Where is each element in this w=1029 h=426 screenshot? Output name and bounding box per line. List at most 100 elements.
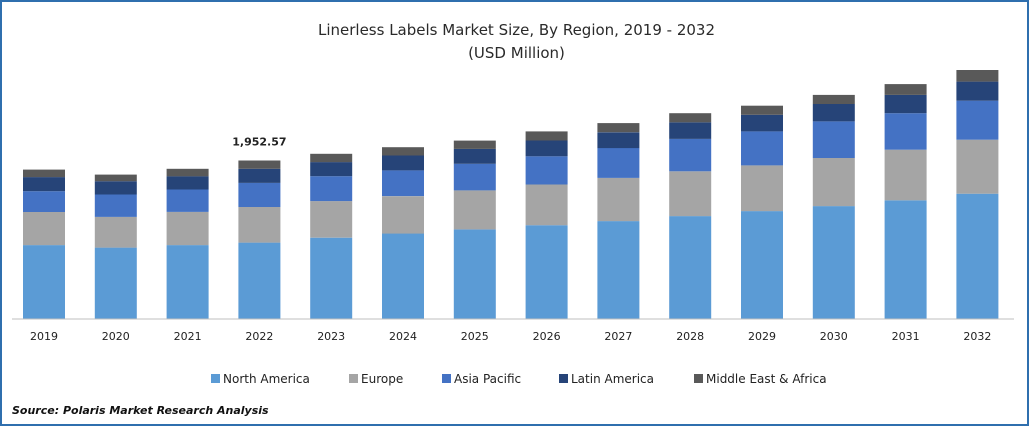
x-tick-label: 2032 [963,330,991,343]
bar-latin-america-2030 [812,104,855,122]
bar-latin-america-2028 [669,122,712,139]
bar-asia-pacific-2023 [310,176,353,202]
bar-north-america-2029 [741,211,783,319]
bar-europe-2020 [94,216,137,248]
bar-middle-east-and-africa-2030 [812,94,855,104]
x-tick-label: 2019 [30,330,58,343]
bar-latin-america-2022 [238,168,281,183]
x-tick-label: 2026 [533,330,561,343]
bars-group [23,70,999,319]
legend-label: Latin America [571,372,654,386]
x-tick-labels: 2019 2020 2021 2022 2023 2024 2025 2026 2027 2028… [30,330,991,343]
bar-middle-east-and-africa-2028 [669,113,712,123]
bar-north-america-2028 [669,216,712,319]
bar-asia-pacific-2019 [23,191,65,212]
legend-item-europe: Europe [349,372,403,386]
bar-europe-2032 [956,139,999,194]
x-tick-label: 2022 [245,330,273,343]
bar-europe-2030 [812,158,855,207]
bar-middle-east-and-africa-2025 [453,140,496,149]
bar-middle-east-and-africa-2032 [956,70,999,82]
bar-north-america-2023 [310,237,353,319]
bar-asia-pacific-2024 [382,170,424,197]
bar-asia-pacific-2031 [884,113,927,150]
bar-latin-america-2021 [166,176,209,190]
chart-subtitle: (USD Million) [468,44,565,62]
bar-europe-2022 [238,206,281,243]
bar-asia-pacific-2026 [525,156,568,185]
legend-label: Asia Pacific [454,372,521,386]
bar-middle-east-and-africa-2024 [382,147,424,156]
bar-asia-pacific-2021 [166,189,209,212]
bar-europe-2029 [741,165,783,212]
bar-asia-pacific-2020 [94,194,137,217]
x-tick-label: 2021 [174,330,202,343]
bar-europe-2031 [884,149,927,201]
bar-middle-east-and-africa-2029 [741,105,783,115]
bar-europe-2026 [525,184,568,226]
bar-middle-east-and-africa-2027 [597,123,640,133]
bar-latin-america-2020 [94,181,137,195]
bar-europe-2024 [382,196,424,234]
bar-europe-2025 [453,190,496,230]
bar-latin-america-2026 [525,140,568,157]
bar-north-america-2025 [453,229,496,319]
legend-swatch [694,374,703,383]
bar-europe-2019 [23,211,65,246]
legend-label: Europe [361,372,403,386]
bar-asia-pacific-2030 [812,121,855,158]
bar-north-america-2019 [23,245,65,319]
bar-north-america-2022 [238,242,281,319]
bar-asia-pacific-2027 [597,148,640,178]
bar-north-america-2021 [166,245,209,319]
x-tick-label: 2027 [604,330,632,343]
legend-swatch [349,374,358,383]
x-tick-label: 2028 [676,330,704,343]
bar-middle-east-and-africa-2019 [23,169,65,178]
bar-asia-pacific-2022 [238,182,281,207]
bar-middle-east-and-africa-2026 [525,131,568,141]
bar-latin-america-2029 [741,114,783,132]
data-label-2022: 1,952.57 [232,136,286,149]
legend-item-middle-east-and-africa: Middle East & Africa [694,372,827,386]
bar-latin-america-2025 [453,148,496,164]
bar-latin-america-2031 [884,94,927,114]
bar-middle-east-and-africa-2020 [94,174,137,182]
bar-latin-america-2023 [310,162,353,177]
legend-item-north-america: North America [211,372,310,386]
bar-asia-pacific-2025 [453,163,496,191]
x-tick-label: 2023 [317,330,345,343]
data-labels: 1,952.57 [232,136,286,149]
legend: North America Europe Asia Pacific Latin Ame… [211,372,827,386]
source-note: Source: Polaris Market Research Analysis [12,404,269,417]
bar-north-america-2020 [94,247,137,319]
bar-asia-pacific-2028 [669,138,712,172]
bar-middle-east-and-africa-2022 [238,160,281,169]
bar-north-america-2027 [597,221,640,319]
bar-latin-america-2024 [382,155,424,171]
legend-swatch [559,374,568,383]
legend-label: North America [223,372,310,386]
bar-north-america-2031 [884,200,927,319]
legend-item-asia-pacific: Asia Pacific [442,372,521,386]
x-tick-label: 2025 [461,330,489,343]
legend-swatch [442,374,451,383]
bar-europe-2023 [310,201,353,238]
bar-latin-america-2019 [23,177,65,192]
bar-north-america-2026 [525,225,568,319]
legend-swatch [211,374,220,383]
bar-asia-pacific-2032 [956,100,999,140]
bar-middle-east-and-africa-2031 [884,84,927,95]
bar-latin-america-2027 [597,132,640,149]
bar-north-america-2032 [956,193,999,319]
bar-asia-pacific-2029 [741,131,783,166]
legend-item-latin-america: Latin America [559,372,654,386]
bar-north-america-2030 [812,206,855,319]
bar-europe-2021 [166,211,209,246]
x-tick-label: 2030 [820,330,848,343]
bar-middle-east-and-africa-2023 [310,153,353,163]
bar-middle-east-and-africa-2021 [166,168,209,177]
bar-europe-2028 [669,171,712,217]
bar-north-america-2024 [382,233,424,319]
